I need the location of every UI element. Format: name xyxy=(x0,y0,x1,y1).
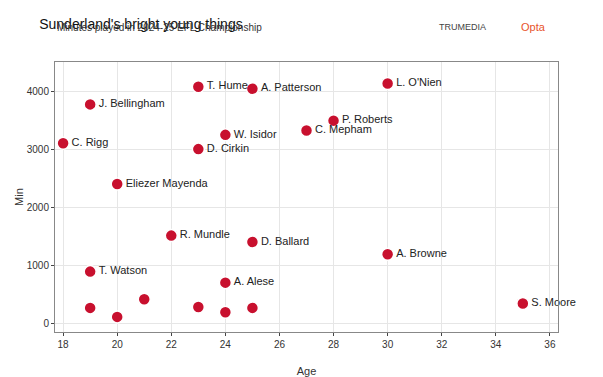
svg-text:30: 30 xyxy=(382,339,394,350)
svg-text:32: 32 xyxy=(436,339,448,350)
svg-text:J. Bellingham: J. Bellingham xyxy=(99,97,165,109)
svg-text:C. Mepham: C. Mepham xyxy=(315,123,372,135)
svg-text:28: 28 xyxy=(328,339,340,350)
svg-text:T. Hume: T. Hume xyxy=(207,79,248,91)
svg-text:P. Roberts: P. Roberts xyxy=(342,113,393,125)
svg-text:20: 20 xyxy=(112,339,124,350)
svg-text:S. Moore: S. Moore xyxy=(531,296,576,308)
svg-text:36: 36 xyxy=(544,339,556,350)
svg-text:W. Isidor: W. Isidor xyxy=(234,128,277,140)
svg-text:1000: 1000 xyxy=(27,260,50,271)
svg-text:C. Rigg: C. Rigg xyxy=(72,136,109,148)
svg-text:0: 0 xyxy=(43,318,49,329)
svg-text:D. Cirkin: D. Cirkin xyxy=(207,142,249,154)
svg-text:D. Ballard: D. Ballard xyxy=(261,235,309,247)
svg-text:22: 22 xyxy=(166,339,178,350)
svg-text:26: 26 xyxy=(274,339,286,350)
svg-text:Opta: Opta xyxy=(521,21,546,33)
svg-text:2000: 2000 xyxy=(27,202,50,213)
svg-text:3000: 3000 xyxy=(27,144,50,155)
svg-text:34: 34 xyxy=(490,339,502,350)
svg-text:T. Watson: T. Watson xyxy=(99,264,148,276)
svg-text:R. Mundle: R. Mundle xyxy=(180,228,230,240)
svg-text:Min: Min xyxy=(13,188,25,206)
svg-text:Age: Age xyxy=(297,365,317,377)
svg-text:24: 24 xyxy=(220,339,232,350)
svg-text:A. Browne: A. Browne xyxy=(396,247,447,259)
svg-text:A. Patterson: A. Patterson xyxy=(261,81,322,93)
svg-text:TRUMEDIA: TRUMEDIA xyxy=(439,22,486,32)
svg-text:L. O'Nien: L. O'Nien xyxy=(396,76,442,88)
svg-text:Sunderland's bright young thin: Sunderland's bright young things xyxy=(39,16,242,32)
svg-text:A. Alese: A. Alese xyxy=(234,275,274,287)
svg-text:Eliezer Mayenda: Eliezer Mayenda xyxy=(126,177,209,189)
svg-text:Minutes played in 2024-25 EFL: Minutes played in 2024-25 EFL Championsh… xyxy=(57,22,262,33)
svg-text:4000: 4000 xyxy=(27,86,50,97)
svg-text:18: 18 xyxy=(58,339,70,350)
